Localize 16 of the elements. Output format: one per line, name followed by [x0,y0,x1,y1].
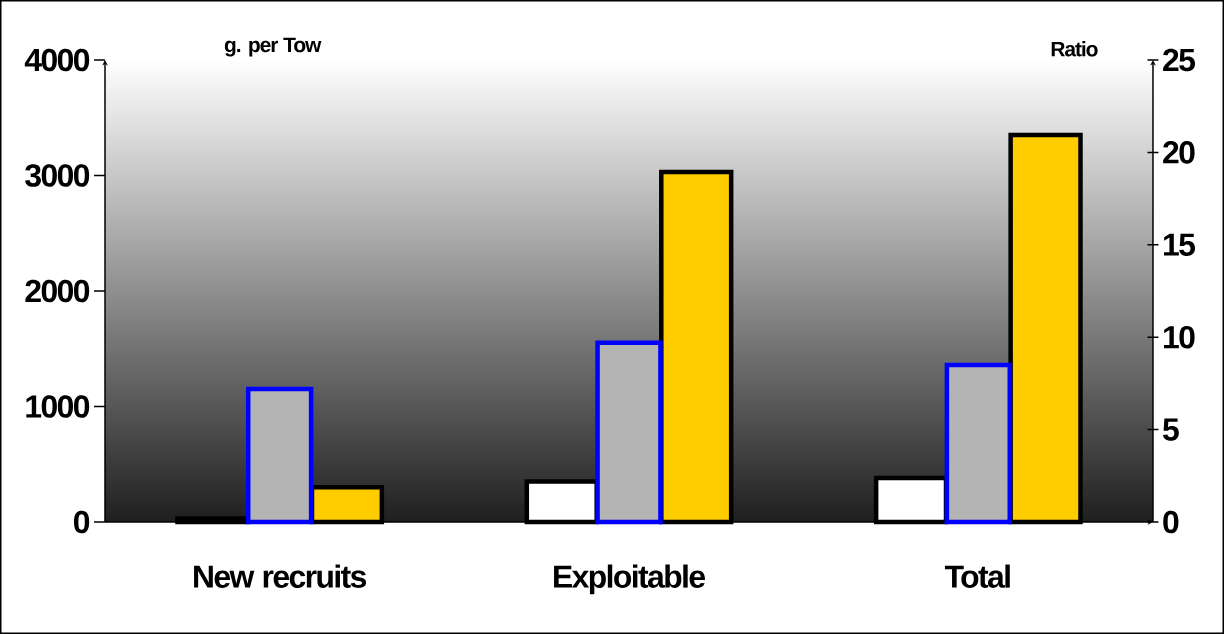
y-tick-label: 0 [74,510,90,534]
y2-tick-label: 10 [1164,325,1195,349]
y2-tick-label: 0 [1163,510,1179,534]
y-tick-label: 4000 [24,48,90,72]
y-tick-label: 1000 [26,395,90,418]
y2-tick-label: 25 [1163,48,1196,72]
y2-tick-label: 15 [1164,233,1196,256]
y2-tick-label: 20 [1163,141,1195,164]
y-tick-label: 3000 [25,164,90,187]
x-tick-label: Exploitable [554,564,705,595]
x-tick-label: Total [944,564,1010,588]
x-tick-label: New recruits [194,564,367,588]
y2-tick-label: 5 [1162,418,1179,441]
y-tick-label: 2000 [25,279,90,303]
y2-axis-title: Ratio [1051,41,1098,57]
y-axis-title: g. per Tow [224,37,322,57]
